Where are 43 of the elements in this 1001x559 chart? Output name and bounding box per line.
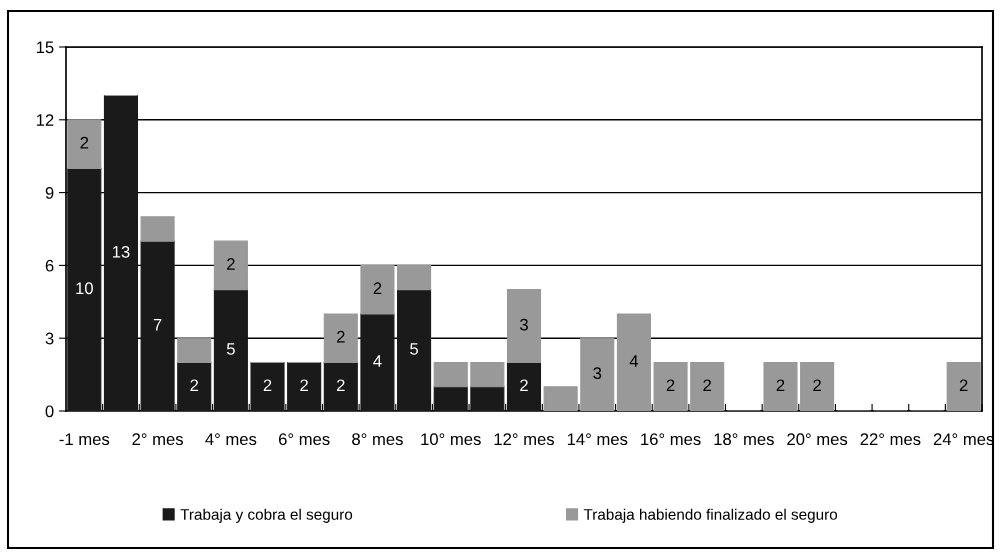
data-label: 10 — [76, 282, 93, 295]
x-tick-label: -1 mes — [59, 433, 110, 446]
legend-label: Trabaja y cobra el seguro — [180, 508, 353, 523]
data-label: 7 — [153, 318, 162, 331]
data-label: 4 — [629, 355, 639, 367]
y-tick-label: 0 — [45, 405, 54, 418]
data-label: 13 — [112, 245, 130, 258]
data-label: 2 — [666, 379, 675, 392]
data-label: 2 — [263, 379, 272, 392]
x-tick-label: 16° mes — [641, 433, 701, 446]
data-label: 2 — [190, 379, 199, 392]
y-tick-label: 12 — [36, 114, 54, 126]
data-label: 5 — [410, 343, 419, 355]
data-label: 2 — [959, 379, 968, 392]
data-label: 2 — [300, 379, 308, 392]
data-label: 2 — [703, 379, 711, 392]
x-tick-label: 4° mes — [205, 433, 257, 446]
data-label: 2 — [373, 282, 382, 294]
y-tick-label: 15 — [36, 41, 54, 54]
x-tick-label: 12° mes — [494, 433, 555, 446]
data-label: 2 — [80, 136, 89, 149]
x-tick-label: 10° mes — [421, 433, 481, 446]
data-label: 3 — [593, 367, 602, 380]
data-label: 2 — [227, 258, 235, 270]
data-label: 2 — [520, 379, 528, 392]
data-label: 2 — [776, 379, 785, 392]
x-tick-label: 20° mes — [787, 433, 848, 446]
data-label: 2 — [813, 379, 821, 392]
data-label: 2 — [337, 330, 345, 343]
legend-label: Trabaja habiendo finalizado el seguro — [583, 508, 838, 523]
data-label: 2 — [337, 379, 345, 392]
data-label: 3 — [520, 318, 528, 331]
x-tick-label: 6° mes — [278, 433, 330, 446]
x-tick-label: 2° mes — [132, 433, 184, 446]
y-tick-label: 6 — [45, 259, 54, 272]
y-tick-label: 9 — [45, 187, 54, 199]
x-tick-label: 14° mes — [567, 433, 628, 446]
data-label: 4 — [373, 355, 382, 367]
x-tick-label: 22° mes — [860, 433, 921, 446]
x-tick-label: 18° mes — [714, 433, 774, 446]
x-tick-label: 8° mes — [352, 433, 403, 446]
y-tick-label: 3 — [45, 332, 54, 345]
data-label: 5 — [226, 343, 235, 355]
